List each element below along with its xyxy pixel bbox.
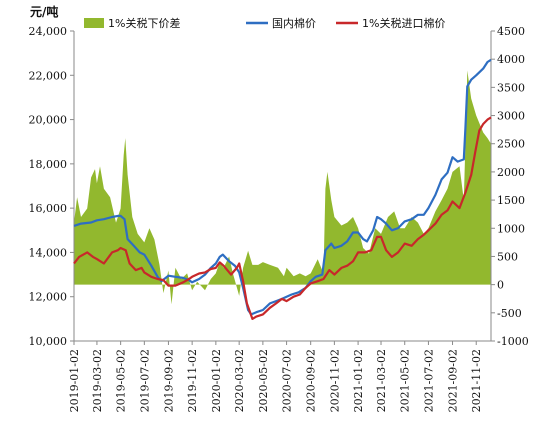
- domestic-price-line: [73, 58, 492, 316]
- x-tick-label: 2020-09-02: [305, 349, 318, 412]
- x-tick-label: 2020-01-02: [210, 349, 223, 412]
- x-tick-label: 2019-07-02: [138, 349, 151, 412]
- left-tick-label: 24,000: [29, 25, 68, 38]
- right-tick-label: 500: [497, 250, 518, 263]
- legend-swatch-area: [84, 18, 104, 28]
- right-tick-label: -500: [497, 307, 522, 320]
- x-tick-label: 2020-03-02: [233, 349, 246, 412]
- left-tick-label: 22,000: [29, 69, 68, 82]
- x-tick-label: 2021-11-02: [470, 349, 483, 412]
- right-tick-label: 2500: [497, 138, 525, 151]
- x-tick-label: 2020-05-02: [257, 349, 270, 412]
- right-tick-label: 1000: [497, 222, 525, 235]
- x-tick-label: 2021-01-02: [352, 349, 365, 412]
- x-tick-label: 2019-09-02: [162, 349, 175, 412]
- x-tick-label: 2019-05-02: [115, 349, 128, 412]
- unit-label: 元/吨: [30, 4, 58, 19]
- x-tick-label: 2021-07-02: [422, 349, 435, 412]
- left-tick-label: 10,000: [29, 335, 68, 348]
- legend-label: 1%关税下价差: [108, 16, 180, 30]
- right-tick-label: 3500: [497, 81, 525, 94]
- x-tick-label: 2019-01-02: [68, 349, 81, 412]
- right-tick-label: 0: [497, 279, 504, 292]
- right-tick-label: -1000: [497, 335, 529, 348]
- import-price-line: [73, 116, 492, 320]
- legend-label: 1%关税进口棉价: [362, 16, 445, 30]
- left-tick-label: 14,000: [29, 246, 68, 259]
- right-tick-label: 4000: [497, 53, 525, 66]
- x-tick-label: 2020-11-02: [328, 349, 341, 412]
- legend-label: 国内棉价: [272, 16, 316, 30]
- spread-area: [74, 70, 491, 305]
- x-tick-label: 2021-05-02: [399, 349, 412, 412]
- x-tick-label: 2020-07-02: [281, 349, 294, 412]
- right-tick-label: 1500: [497, 194, 525, 207]
- right-tick-label: 2000: [497, 166, 525, 179]
- left-tick-label: 16,000: [29, 202, 68, 215]
- right-tick-label: 4500: [497, 25, 525, 38]
- left-tick-label: 18,000: [29, 158, 68, 171]
- x-tick-label: 2021-03-02: [375, 349, 388, 412]
- left-tick-label: 20,000: [29, 114, 68, 127]
- left-tick-label: 12,000: [29, 291, 68, 304]
- right-tick-label: 3000: [497, 110, 525, 123]
- x-tick-label: 2021-09-02: [447, 349, 460, 412]
- x-tick-label: 2019-03-02: [91, 349, 104, 412]
- x-tick-label: 2019-11-02: [186, 349, 199, 412]
